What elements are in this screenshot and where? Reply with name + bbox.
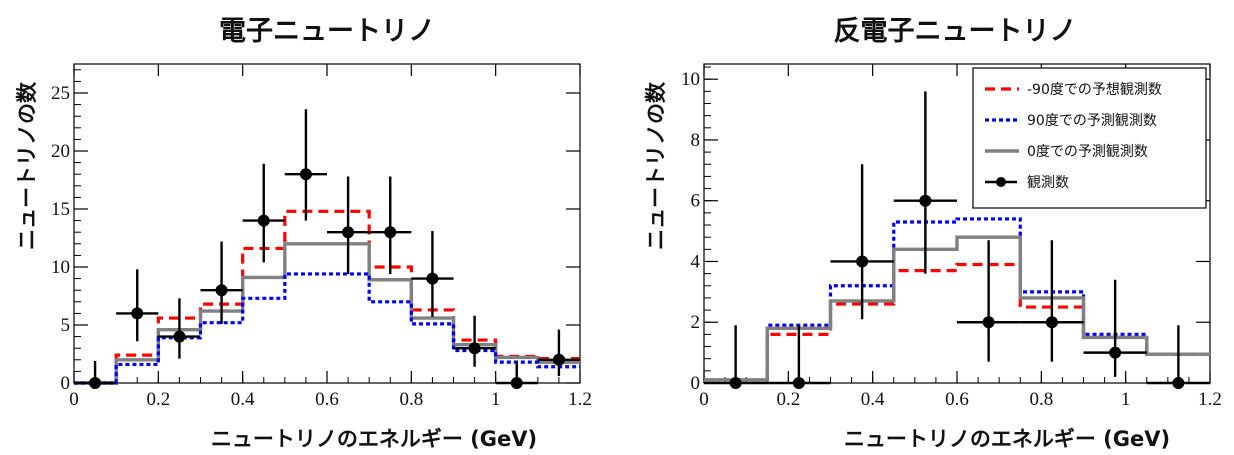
x-tick-label: 0 bbox=[69, 389, 79, 410]
y-tick-label: 5 bbox=[61, 315, 71, 336]
x-tick-label: 0 bbox=[699, 389, 709, 410]
legend-label: 観測数 bbox=[1027, 174, 1069, 191]
y-tick-label: 25 bbox=[51, 83, 70, 104]
x-axis-title: ニュートリノのエネルギー (GeV) bbox=[211, 427, 537, 451]
x-tick-label: 0.2 bbox=[776, 389, 800, 410]
observed-point bbox=[257, 214, 270, 227]
observed-point bbox=[384, 226, 397, 239]
chart-title: 電子ニュートリノ bbox=[219, 16, 435, 47]
observed-point bbox=[1172, 377, 1185, 389]
y-axis-title: ニュートリノの数 bbox=[644, 81, 668, 250]
x-tick-label: 0.4 bbox=[861, 389, 885, 410]
observed-point bbox=[173, 330, 186, 343]
x-tick-label: 0.4 bbox=[231, 389, 255, 410]
y-tick-label: 15 bbox=[51, 199, 70, 220]
observed-point bbox=[1045, 316, 1058, 329]
observed-points bbox=[704, 91, 1210, 389]
y-tick-label: 20 bbox=[51, 141, 70, 162]
observed-points bbox=[74, 109, 580, 389]
x-tick-label: 0.6 bbox=[315, 389, 339, 410]
observed-point bbox=[552, 353, 565, 366]
observed-point bbox=[729, 377, 742, 389]
legend-label: 90度での予測観測数 bbox=[1027, 112, 1157, 129]
x-tick-label: 0.2 bbox=[146, 389, 170, 410]
legend-label: 0度での予測観測数 bbox=[1027, 143, 1148, 160]
y-tick-label: 0 bbox=[691, 373, 701, 394]
observed-point bbox=[299, 168, 312, 181]
observed-point bbox=[426, 272, 439, 285]
y-tick-label: 0 bbox=[61, 373, 71, 394]
y-tick-label: 10 bbox=[51, 257, 70, 278]
y-tick-label: 10 bbox=[681, 69, 700, 90]
x-tick-label: 1.2 bbox=[568, 389, 592, 410]
observed-point bbox=[131, 307, 144, 320]
chart-title: 反電子ニュートリノ bbox=[834, 16, 1077, 47]
legend-label: -90度での予想観測数 bbox=[1027, 81, 1162, 98]
x-tick-label: 0.8 bbox=[1029, 389, 1053, 410]
x-tick-label: 0.8 bbox=[399, 389, 423, 410]
observed-point bbox=[468, 342, 481, 355]
observed-point bbox=[792, 377, 805, 389]
x-tick-label: 0.6 bbox=[945, 389, 969, 410]
x-axis-title: ニュートリノのエネルギー (GeV) bbox=[844, 427, 1170, 451]
observed-point bbox=[982, 316, 995, 329]
observed-point bbox=[510, 377, 523, 389]
prediction-series bbox=[74, 209, 580, 385]
x-tick-label: 1 bbox=[1121, 389, 1131, 410]
plot-frame bbox=[73, 63, 581, 384]
y-tick-label: 8 bbox=[691, 130, 701, 151]
legend-marker-observed bbox=[996, 177, 1006, 187]
y-tick-label: 6 bbox=[691, 191, 701, 212]
observed-point bbox=[342, 226, 355, 239]
observed-point bbox=[89, 377, 102, 389]
y-tick-label: 4 bbox=[691, 251, 701, 272]
observed-point bbox=[856, 255, 869, 268]
tick-labels: 0 0.2 0.4 0.6 0.8 1 1.2 0 5 10 15 20 25 bbox=[51, 83, 592, 410]
series-pred_p90 bbox=[74, 272, 580, 385]
y-tick-label: 2 bbox=[691, 312, 701, 333]
prediction-series bbox=[704, 217, 1210, 382]
y-axis-title: ニュートリノの数 bbox=[15, 81, 39, 250]
series-pred_0 bbox=[704, 235, 1210, 382]
x-tick-label: 1.2 bbox=[1198, 389, 1222, 410]
observed-point bbox=[1109, 346, 1122, 359]
observed-point bbox=[919, 194, 932, 207]
tick-labels: 0 0.2 0.4 0.6 0.8 1 1.2 0 2 4 6 8 10 bbox=[681, 69, 1222, 410]
legend-box bbox=[972, 67, 1207, 209]
observed-point bbox=[215, 284, 228, 297]
electron-neutrino-panel: 電子ニュートリノ ニュートリノの数 ニュートリノのエネルギー (GeV) 0 0.… bbox=[15, 16, 592, 451]
axis-ticks bbox=[73, 64, 581, 384]
x-tick-label: 1 bbox=[491, 389, 501, 410]
